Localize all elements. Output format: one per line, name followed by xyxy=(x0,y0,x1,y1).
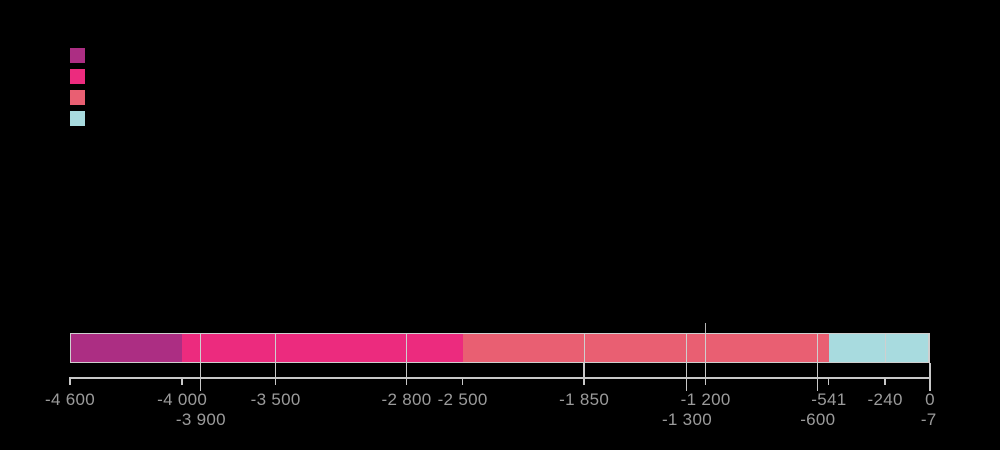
x-axis-tick-label: -1 850 xyxy=(559,390,610,409)
timeline-segment xyxy=(817,333,829,363)
segment-divider xyxy=(705,333,707,363)
x-axis-line xyxy=(69,377,931,379)
x-axis-tick-label: -1 300 xyxy=(661,410,712,429)
segment-divider xyxy=(686,333,688,363)
timeline-segment xyxy=(200,333,276,363)
timeline-segment xyxy=(182,333,201,363)
x-axis-tick xyxy=(69,377,71,385)
x-axis-tick-label: -7 xyxy=(920,410,937,429)
x-axis-tick xyxy=(704,363,707,385)
timeline-segment xyxy=(828,333,886,363)
x-axis-tick-label: -4 000 xyxy=(157,390,208,409)
timeline-segment xyxy=(885,333,929,363)
x-axis-tick-label: -240 xyxy=(867,390,903,409)
x-axis-tick xyxy=(181,377,183,385)
x-axis-tick-label: -600 xyxy=(800,410,836,429)
x-axis-tick xyxy=(816,363,819,391)
x-axis-tick-label: 0 xyxy=(925,390,935,409)
timeline-segment xyxy=(462,333,585,363)
legend-swatch-series-3[interactable] xyxy=(70,90,85,105)
timeline-segment xyxy=(705,333,818,363)
timeline-segment xyxy=(686,333,706,363)
timeline-segment xyxy=(406,333,463,363)
segment-divider xyxy=(275,333,277,363)
legend-swatch-series-4[interactable] xyxy=(70,111,85,126)
segment-divider xyxy=(884,333,886,363)
x-axis-tick xyxy=(274,363,277,385)
x-axis-tick xyxy=(827,377,830,385)
timeline-segment xyxy=(70,333,183,363)
annotation-tick-line xyxy=(704,323,707,334)
x-axis-tick-label: -1 200 xyxy=(680,390,731,409)
x-axis-tick xyxy=(884,377,886,385)
x-axis-tick-label: -4 600 xyxy=(44,390,96,409)
segment-divider xyxy=(200,333,202,363)
legend-swatch-series-1[interactable] xyxy=(70,48,85,63)
x-axis-tick-label: -2 500 xyxy=(437,390,488,409)
legend-swatch-series-2[interactable] xyxy=(70,69,85,84)
timeline-segment xyxy=(275,333,407,363)
x-axis-tick-label: -3 500 xyxy=(250,390,301,409)
x-axis-tick xyxy=(685,363,688,391)
x-axis-tick xyxy=(405,363,408,385)
x-axis-tick-label: -541 xyxy=(811,390,847,409)
x-axis-tick-label: -3 900 xyxy=(175,410,226,429)
x-axis-tick xyxy=(929,363,931,391)
x-axis-tick xyxy=(461,377,464,385)
x-axis-tick xyxy=(199,363,202,391)
plot-area xyxy=(70,333,930,363)
segment-divider xyxy=(406,333,408,363)
timeline-segment xyxy=(584,333,687,363)
x-axis-tick xyxy=(583,363,585,385)
segment-divider xyxy=(817,333,819,363)
segment-divider xyxy=(928,333,930,363)
segment-divider xyxy=(583,333,585,363)
x-axis-tick-label: -2 800 xyxy=(381,390,432,409)
